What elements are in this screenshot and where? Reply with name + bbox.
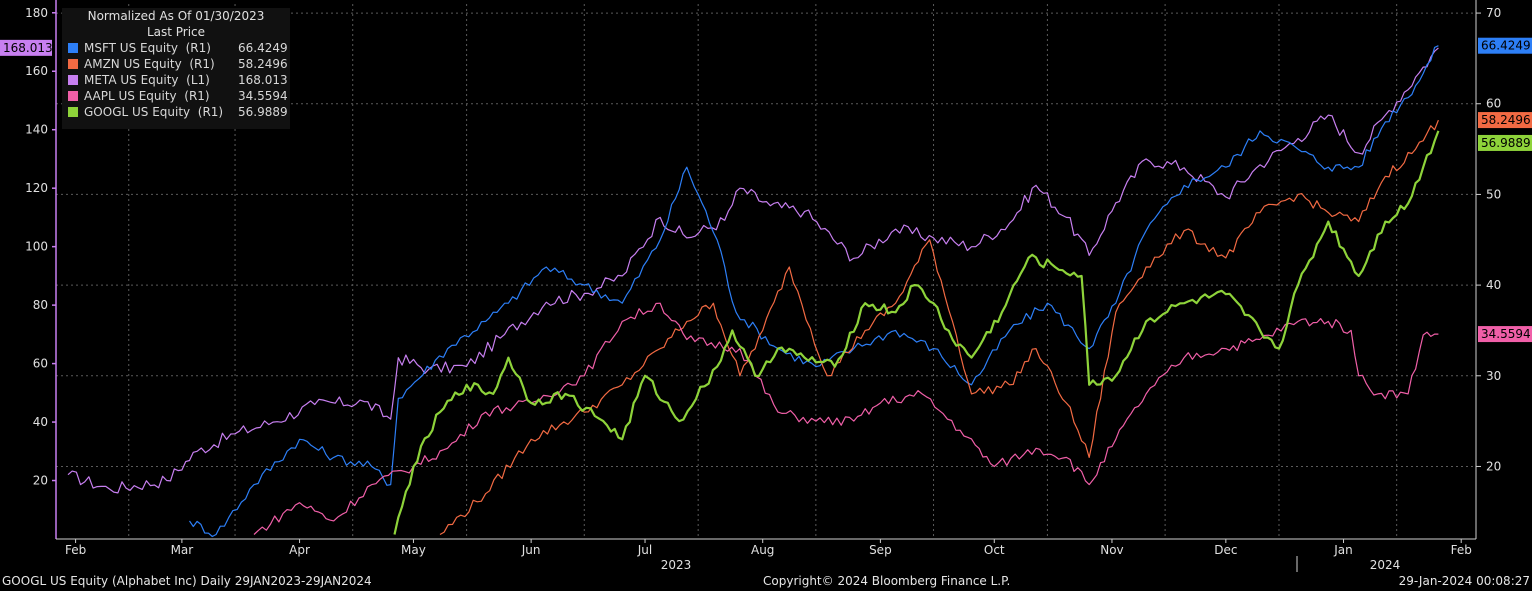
footer-timestamp: 29-Jan-2024 00:08:27 (1398, 574, 1530, 588)
tag-background (0, 39, 52, 56)
legend-item-amzn[interactable]: AMZN US Equity (R1) 58.2496 (62, 56, 290, 72)
last-value-tag-meta: 168.013 (0, 39, 53, 56)
legend-title: Normalized As Of 01/30/2023 (87, 9, 265, 23)
right-tick-label: 40 (1486, 278, 1501, 292)
tag-label: 58.2496 (1481, 113, 1531, 127)
series-lines (67, 45, 1440, 538)
x-tick-label: Jan (1333, 543, 1353, 557)
legend-label: AAPL US Equity (R1) (84, 89, 210, 103)
last-value-tag-aapl: 34.5594 (1478, 326, 1532, 343)
series-line-amzn (439, 119, 1439, 536)
tag-label: 66.4249 (1481, 39, 1531, 53)
legend-value: 56.9889 (238, 105, 288, 119)
year-label: 2024 (1370, 558, 1401, 572)
right-tick-label: 30 (1486, 369, 1501, 383)
last-value-tag-msft: 66.4249 (1478, 37, 1532, 54)
left-tick-label: 20 (33, 474, 48, 488)
gridlines (56, 4, 1476, 539)
legend: Normalized As Of 01/30/2023 Last Price M… (62, 8, 290, 129)
legend-value: 168.013 (238, 73, 288, 87)
series-line-meta (67, 47, 1439, 494)
left-tick-label: 140 (25, 123, 48, 137)
right-tick-label: 70 (1486, 6, 1501, 20)
x-tick-label: Aug (751, 543, 774, 557)
legend-items: MSFT US Equity (R1) 66.4249 AMZN US Equit… (62, 40, 290, 120)
legend-swatch (68, 107, 78, 117)
x-tick-label: Feb (1451, 543, 1472, 557)
x-tick-label: Sep (869, 543, 892, 557)
right-tick-label: 50 (1486, 187, 1501, 201)
legend-item-meta[interactable]: META US Equity (L1) 168.013 (62, 72, 290, 88)
left-tick-label: 100 (25, 240, 48, 254)
legend-swatch (68, 59, 78, 69)
legend-swatch (68, 43, 78, 53)
tag-label: 168.013 (3, 41, 53, 55)
right-tick-label: 20 (1486, 459, 1501, 473)
tag-background (1478, 37, 1532, 54)
series-line-aapl (253, 302, 1439, 535)
last-value-tag-googl: 56.9889 (1478, 134, 1532, 151)
legend-swatch (68, 91, 78, 101)
left-tick-label: 180 (25, 6, 48, 20)
x-tick-label: Nov (1100, 543, 1123, 557)
x-tick-label: Oct (984, 543, 1005, 557)
x-tick-label: Feb (65, 543, 86, 557)
tag-background (1478, 326, 1532, 343)
legend-swatch (68, 75, 78, 85)
tag-background (1478, 112, 1532, 129)
legend-label: AMZN US Equity (R1) (84, 57, 215, 71)
x-tick-label: May (401, 543, 426, 557)
legend-value: 34.5594 (238, 89, 288, 103)
legend-item-googl[interactable]: GOOGL US Equity (R1) 56.9889 (62, 104, 290, 120)
tag-label: 56.9889 (1481, 136, 1531, 150)
legend-value: 58.2496 (238, 57, 288, 71)
x-tick-label: Jul (637, 543, 652, 557)
left-tick-label: 60 (33, 357, 48, 371)
legend-item-msft[interactable]: MSFT US Equity (R1) 66.4249 (62, 40, 290, 56)
footer-copyright: Copyright© 2024 Bloomberg Finance L.P. (763, 574, 1011, 588)
x-tick-label: Jun (521, 543, 541, 557)
tag-background (1478, 134, 1532, 151)
left-tick-label: 80 (33, 298, 48, 312)
legend-label: GOOGL US Equity (R1) (84, 105, 224, 119)
legend-subtitle: Last Price (146, 25, 206, 39)
series-line-msft (189, 45, 1439, 538)
legend-value: 66.4249 (238, 41, 288, 55)
left-tick-label: 160 (25, 64, 48, 78)
left-tick-label: 40 (33, 415, 48, 429)
footer-security-info: GOOGL US Equity (Alphabet Inc) Daily 29J… (2, 574, 372, 588)
last-value-tags: 168.013 66.4249 58.2496 56.9889 34.5594 (0, 37, 1532, 343)
left-tick-label: 120 (25, 181, 48, 195)
right-tick-label: 60 (1486, 97, 1501, 111)
x-tick-label: Dec (1214, 543, 1237, 557)
legend-item-aapl[interactable]: AAPL US Equity (R1) 34.5594 (62, 88, 290, 104)
series-line-googl (393, 130, 1440, 535)
x-tick-label: Mar (171, 543, 194, 557)
axes: 20 40 60 80 100 120 140 160 180 20 30 40 50 60 70 Feb Ma… (25, 0, 1501, 572)
tag-label: 34.5594 (1481, 327, 1531, 341)
x-tick-label: Apr (289, 543, 310, 557)
legend-label: MSFT US Equity (R1) (84, 41, 211, 55)
legend-label: META US Equity (L1) (84, 73, 210, 87)
last-value-tag-amzn: 58.2496 (1478, 112, 1532, 129)
year-label: 2023 (661, 558, 692, 572)
